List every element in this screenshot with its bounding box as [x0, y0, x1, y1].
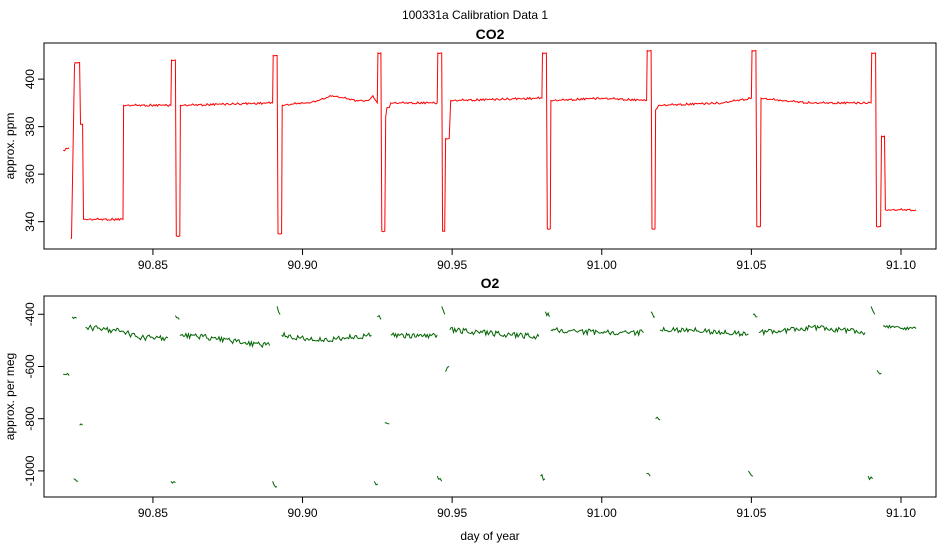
co2-chart-title: CO2	[476, 26, 505, 42]
o2-y-tick-label: -400	[23, 302, 37, 326]
o2-panel: O2 90.85 90.90 90.95 91.00 91.05 91.10 -1000 -80…	[3, 275, 937, 543]
co2-x-tick-label: 90.90	[288, 258, 318, 272]
o2-series-line	[384, 422, 390, 425]
co2-y-tick-label: 360	[23, 164, 37, 184]
co2-panel: CO2 90.85 90.90 90.95 91.00 91.05 91.10 340 360 3…	[3, 26, 937, 272]
co2-plot-frame	[43, 42, 937, 250]
o2-series-line	[79, 423, 83, 426]
o2-series-line	[281, 331, 372, 343]
o2-series-line	[882, 324, 917, 331]
co2-y-tick-label: 400	[23, 69, 37, 89]
o2-x-tick-label: 91.10	[886, 506, 916, 520]
co2-x-tick-label: 90.95	[437, 258, 467, 272]
o2-series-line	[445, 366, 450, 372]
o2-y-tick-label: -800	[23, 406, 37, 430]
o2-plot-frame	[43, 295, 937, 498]
o2-series-line	[436, 475, 443, 482]
o2-y-tick-label: -1000	[23, 455, 37, 486]
o2-x-tick-label: 91.00	[587, 506, 617, 520]
co2-x-tick-label: 91.05	[736, 258, 766, 272]
o2-series-line	[550, 326, 644, 337]
o2-series-line	[870, 306, 876, 315]
o2-x-tick-label: 91.05	[736, 506, 766, 520]
co2-series-line	[70, 49, 917, 239]
o2-series-line	[752, 313, 758, 318]
o2-series-line	[272, 481, 278, 488]
o2-x-axis-label: day of year	[460, 529, 519, 543]
o2-series-line	[63, 372, 70, 376]
o2-series-line	[73, 478, 79, 482]
o2-series-line	[170, 480, 176, 484]
o2-series-line	[276, 306, 281, 315]
co2-series-line	[63, 147, 70, 152]
o2-series-line	[747, 470, 754, 477]
co2-x-tick-label: 91.10	[886, 258, 916, 272]
o2-y-axis-label: approx. per meg	[3, 353, 17, 440]
o2-series-line	[441, 306, 446, 315]
o2-series-line	[373, 481, 379, 486]
o2-series-line	[650, 311, 656, 318]
o2-x-tick-label: 90.90	[288, 506, 318, 520]
o2-series-line	[659, 326, 749, 338]
o2-series-line	[179, 331, 271, 349]
o2-x-tick-label: 90.85	[138, 506, 168, 520]
o2-x-tick-label: 90.95	[437, 506, 467, 520]
o2-series-line	[540, 473, 546, 481]
co2-y-tick-label: 380	[23, 116, 37, 136]
o2-series-line	[867, 475, 873, 481]
o2-series-line	[545, 311, 550, 318]
o2-series-line	[174, 315, 180, 320]
co2-y-axis-label: approx. ppm	[3, 113, 17, 180]
o2-series-line	[758, 324, 866, 337]
co2-x-tick-label: 90.85	[138, 258, 168, 272]
co2-y-tick-label: 340	[23, 211, 37, 231]
o2-series-line	[646, 473, 651, 477]
o2-series-line	[71, 316, 77, 320]
o2-chart-title: O2	[481, 275, 500, 291]
co2-x-tick-label: 91.00	[587, 258, 617, 272]
figure-title: 100331a Calibration Data 1	[402, 8, 548, 22]
o2-series-line	[876, 370, 882, 375]
o2-series-line	[377, 314, 382, 320]
o2-series-line	[655, 416, 661, 421]
o2-y-tick-label: -600	[23, 354, 37, 378]
o2-series-line	[390, 331, 438, 340]
o2-series-line	[85, 324, 169, 342]
o2-series-line	[449, 326, 540, 340]
